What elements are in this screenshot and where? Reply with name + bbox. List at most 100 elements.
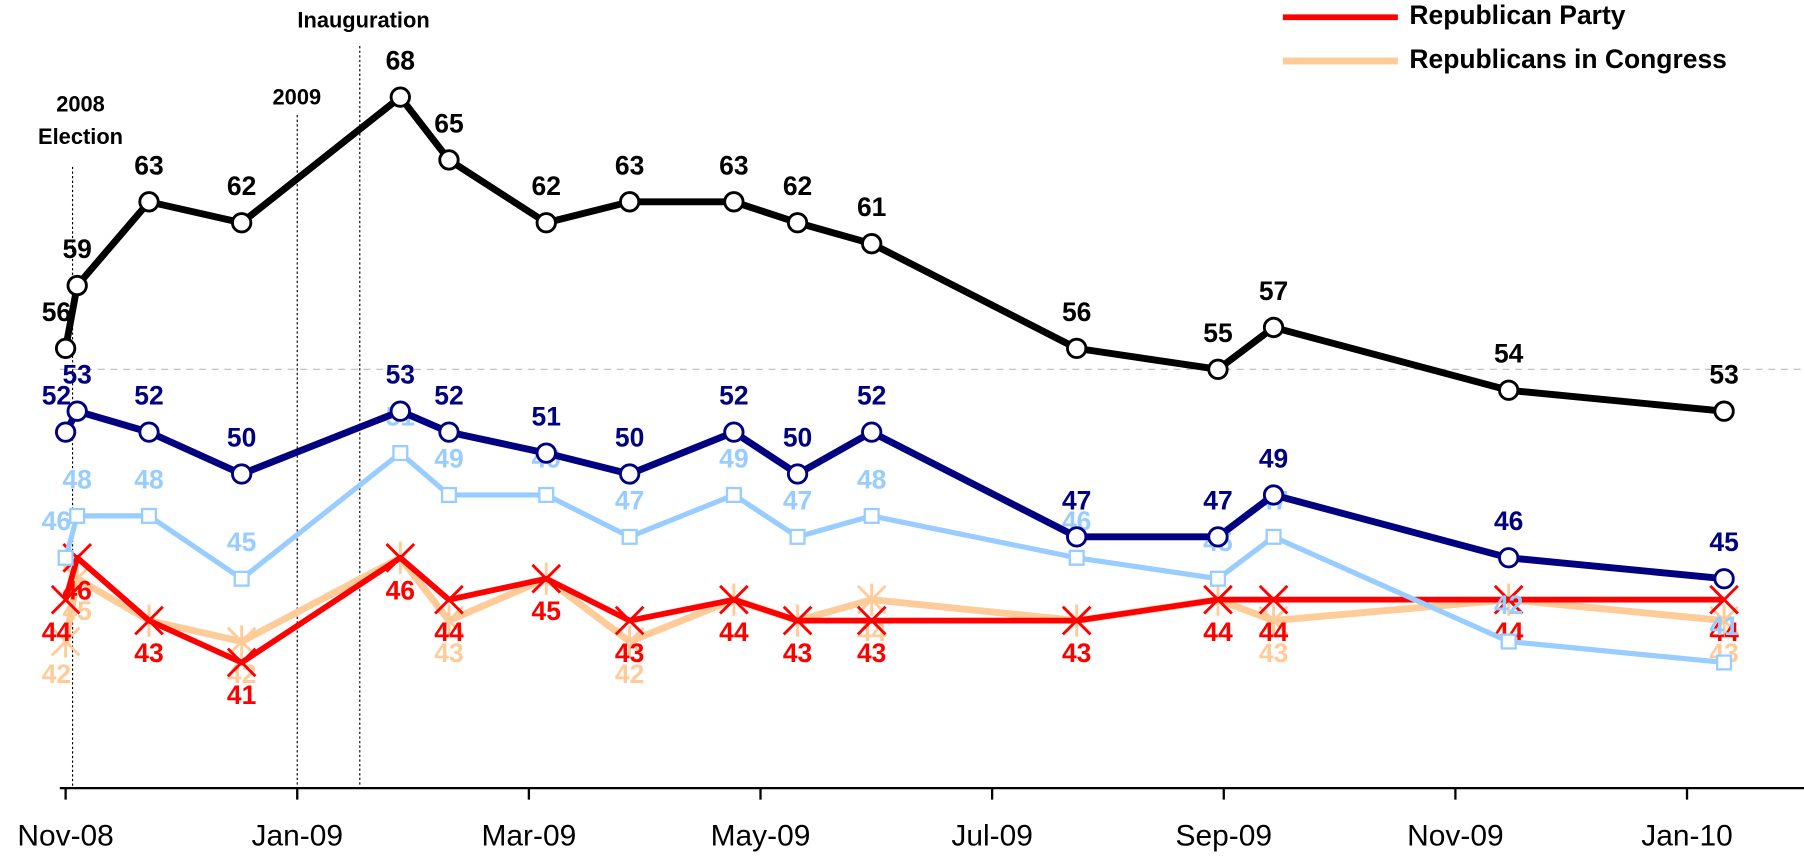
- marker: [231, 212, 253, 234]
- marker: [1207, 358, 1229, 380]
- data-label: 56: [1062, 297, 1091, 327]
- data-label: 42: [42, 659, 71, 689]
- data-label: 53: [1709, 360, 1738, 390]
- data-label: 47: [783, 485, 812, 515]
- data-label: 46: [386, 575, 415, 605]
- marker: [138, 191, 160, 213]
- marker: [614, 605, 645, 636]
- marker: [535, 442, 557, 464]
- marker: [140, 507, 158, 524]
- data-label: 63: [719, 150, 748, 180]
- data-label: 50: [615, 422, 644, 452]
- marker: [856, 605, 887, 636]
- marker: [1498, 547, 1520, 569]
- data-label: 50: [783, 422, 812, 452]
- data-label: 52: [719, 381, 748, 411]
- data-label: 65: [434, 108, 463, 138]
- data-label: 44: [1709, 617, 1739, 647]
- marker: [863, 507, 880, 524]
- data-label: 43: [1259, 638, 1288, 668]
- marker: [1493, 584, 1524, 615]
- marker: [1207, 526, 1229, 548]
- data-label: 46: [42, 506, 71, 536]
- data-label: 52: [857, 381, 886, 411]
- marker: [69, 507, 86, 524]
- data-label: 45: [532, 596, 561, 626]
- data-label: 61: [857, 192, 886, 222]
- series-line: [62, 407, 1725, 583]
- data-label: 48: [857, 464, 886, 494]
- marker: [538, 486, 555, 504]
- marker: [1500, 633, 1517, 650]
- marker: [134, 605, 164, 636]
- data-label: 57: [1259, 276, 1288, 306]
- series-line: [62, 554, 1725, 666]
- data-label: 43: [615, 638, 644, 668]
- data-label: 52: [42, 381, 71, 411]
- data-label: 41: [1709, 611, 1738, 641]
- data-label: 54: [1494, 339, 1524, 369]
- data-label: 59: [62, 234, 91, 264]
- marker: [1061, 605, 1092, 636]
- series: 56 59 63 62 68 65 62 63 63 62 61 56 55 57 54 53: [42, 46, 1739, 422]
- marker: [1068, 549, 1085, 566]
- data-label: 45: [227, 527, 256, 557]
- marker: [57, 549, 74, 566]
- legend-label: Republicans in Congress: [1409, 44, 1727, 74]
- data-label: 43: [434, 638, 463, 668]
- marker: [438, 421, 460, 443]
- x-tick-label: Mar-09: [482, 819, 577, 852]
- data-label: 68: [386, 46, 415, 76]
- data-label: 49: [719, 443, 748, 473]
- data-label: 46: [1494, 506, 1523, 536]
- series-line: [63, 450, 1725, 666]
- marker: [1258, 604, 1289, 637]
- data-label: 48: [62, 464, 91, 494]
- data-label: 48: [134, 464, 163, 494]
- marker: [66, 400, 88, 422]
- data-label: 44: [1203, 617, 1233, 647]
- marker: [434, 584, 464, 615]
- data-label: 56: [42, 297, 71, 327]
- data-label: 41: [227, 680, 256, 710]
- data-label: 45: [1709, 527, 1738, 557]
- data-label: 49: [1259, 443, 1288, 473]
- x-tick-label: Nov-08: [17, 819, 113, 852]
- data-label: 43: [134, 638, 163, 668]
- marker: [723, 191, 745, 213]
- data-label: 45: [532, 596, 561, 626]
- data-label: 49: [434, 443, 463, 473]
- marker: [1066, 337, 1088, 360]
- marker: [614, 625, 645, 658]
- data-label: 51: [532, 402, 561, 432]
- marker: [389, 86, 411, 108]
- marker: [50, 625, 81, 658]
- data-label: 43: [134, 638, 163, 668]
- data-label: 53: [386, 360, 415, 390]
- marker: [621, 528, 638, 545]
- marker: [434, 604, 464, 637]
- event-label: 2008: [56, 92, 105, 117]
- data-label: 50: [227, 422, 256, 452]
- marker: [1203, 584, 1233, 615]
- marker: [1262, 484, 1285, 506]
- marker: [1258, 584, 1289, 615]
- data-label: 44: [1203, 617, 1233, 647]
- data-label: 63: [615, 150, 644, 180]
- marker: [1209, 570, 1227, 587]
- data-label: 44: [1259, 617, 1289, 647]
- data-label: 62: [783, 171, 812, 201]
- marker: [389, 400, 411, 422]
- data-label: 47: [615, 485, 644, 515]
- marker: [1709, 584, 1739, 615]
- event-label: Inauguration: [297, 8, 429, 33]
- legend-label: Republican Party: [1409, 0, 1625, 30]
- marker: [782, 605, 813, 636]
- data-label: 44: [719, 617, 749, 647]
- x-tick-label: Nov-09: [1407, 819, 1503, 852]
- data-label: 44: [434, 617, 464, 647]
- marker: [438, 149, 460, 171]
- marker: [1709, 604, 1739, 637]
- data-label: 43: [1062, 638, 1091, 668]
